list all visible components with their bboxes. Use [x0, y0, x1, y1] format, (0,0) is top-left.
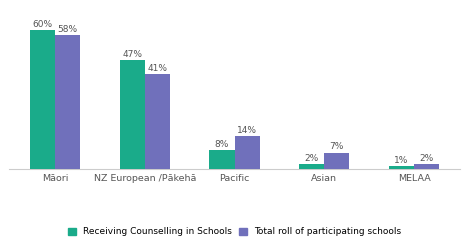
Bar: [55, 35, 80, 169]
Text: 8%: 8%: [215, 140, 229, 149]
Text: 41%: 41%: [147, 64, 167, 73]
Bar: [209, 150, 234, 169]
Bar: [414, 164, 439, 169]
Bar: [389, 166, 414, 169]
Bar: [145, 74, 170, 169]
Text: 47%: 47%: [122, 50, 142, 59]
Bar: [299, 164, 324, 169]
Text: 14%: 14%: [237, 126, 257, 135]
Bar: [324, 153, 349, 169]
Text: 2%: 2%: [419, 154, 434, 163]
Text: 2%: 2%: [304, 154, 319, 163]
Bar: [30, 30, 55, 169]
Text: 7%: 7%: [330, 142, 344, 151]
Text: 60%: 60%: [32, 20, 53, 29]
Text: 1%: 1%: [394, 156, 408, 165]
Text: 58%: 58%: [58, 25, 77, 34]
Bar: [120, 60, 145, 169]
Bar: [234, 136, 260, 169]
Legend: Receiving Counselling in Schools, Total roll of participating schools: Receiving Counselling in Schools, Total …: [68, 228, 401, 236]
